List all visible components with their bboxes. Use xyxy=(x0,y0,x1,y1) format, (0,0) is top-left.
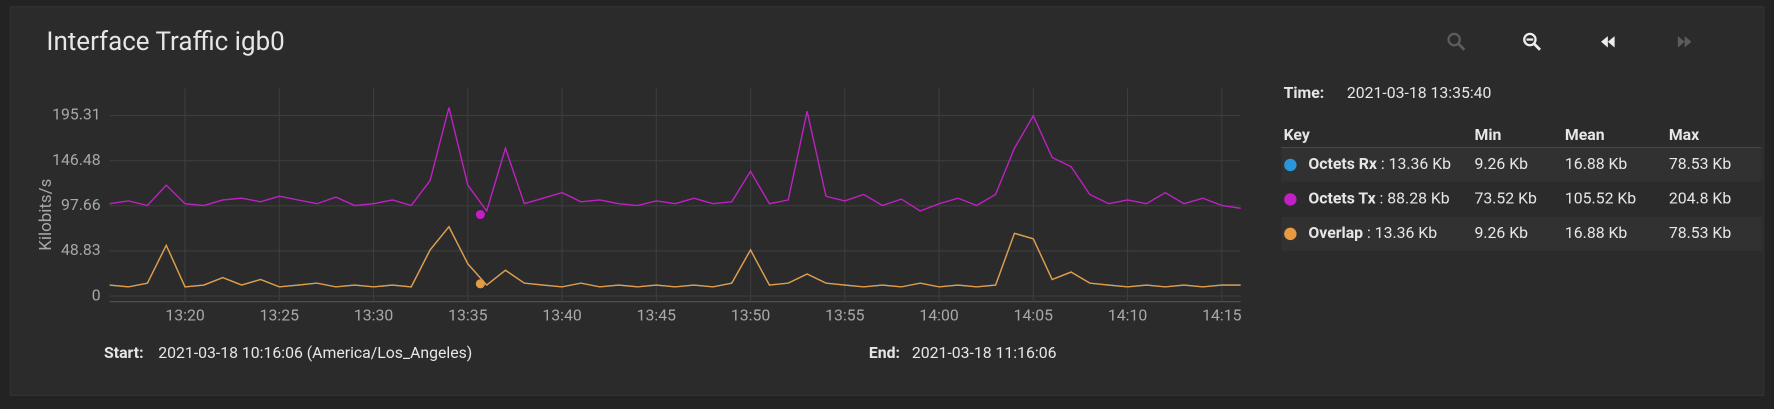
legend-value: : 88.28 Kb xyxy=(1376,189,1450,208)
x-tick-label: 13:30 xyxy=(354,306,393,325)
y-tick-label: 0 xyxy=(92,285,101,304)
x-tick-label: 14:05 xyxy=(1014,306,1053,325)
x-tick-label: 13:25 xyxy=(260,306,299,325)
legend-mean: 16.88 Kb xyxy=(1565,154,1628,173)
x-tick-label: 13:35 xyxy=(448,306,487,325)
y-tick-label: 48.83 xyxy=(61,240,101,259)
x-tick-label: 13:50 xyxy=(731,306,770,325)
y-tick-label: 195.31 xyxy=(52,105,101,124)
cursor-dot xyxy=(475,209,485,220)
legend-row-bg xyxy=(1281,216,1762,251)
cursor-label: Time: xyxy=(1284,83,1325,102)
x-tick-label: 13:55 xyxy=(825,306,864,325)
start-label: Start: xyxy=(104,343,143,362)
x-tick-label: 13:20 xyxy=(165,306,204,325)
legend-name: Octets Tx xyxy=(1308,189,1375,208)
y-tick-label: 97.66 xyxy=(61,195,101,214)
legend-min: 9.26 Kb xyxy=(1475,223,1529,242)
legend-header: Key xyxy=(1284,125,1310,144)
legend-min: 73.52 Kb xyxy=(1475,189,1538,208)
zoom-out[interactable] xyxy=(1523,32,1542,51)
legend-name: Overlap xyxy=(1308,223,1363,242)
legend-max: 78.53 Kb xyxy=(1669,154,1732,173)
legend-mean: 105.52 Kb xyxy=(1565,189,1636,208)
x-tick-label: 14:15 xyxy=(1202,306,1241,325)
legend-mean: 16.88 Kb xyxy=(1565,223,1628,242)
series-line xyxy=(109,107,1241,213)
legend-min: 9.26 Kb xyxy=(1475,154,1529,173)
legend-row-bg xyxy=(1281,148,1762,182)
legend-value: : 13.36 Kb xyxy=(1377,154,1451,173)
legend-swatch xyxy=(1284,158,1297,172)
legend-swatch xyxy=(1284,227,1297,241)
end-label: End: xyxy=(869,343,900,362)
x-tick-label: 13:45 xyxy=(637,306,676,325)
legend-header: Max xyxy=(1669,125,1699,144)
cursor-time: 2021-03-18 13:35:40 xyxy=(1347,83,1492,102)
zoom-in[interactable] xyxy=(1447,32,1466,51)
x-tick-label: 14:00 xyxy=(919,306,958,325)
step-back[interactable] xyxy=(1601,36,1615,48)
legend-max: 204.8 Kb xyxy=(1669,189,1732,208)
legend-entry: Overlap : 13.36 Kb xyxy=(1308,223,1437,242)
legend-header: Mean xyxy=(1565,125,1605,144)
legend-name: Octets Rx xyxy=(1308,154,1377,173)
legend-max: 78.53 Kb xyxy=(1669,223,1732,242)
legend-swatch xyxy=(1284,193,1297,206)
series-line xyxy=(109,225,1241,288)
legend-header: Min xyxy=(1475,125,1502,144)
y-tick-label: 146.48 xyxy=(52,150,101,169)
end-time: 2021-03-18 11:16:06 xyxy=(912,343,1057,362)
y-axis-label: Kilobits/s xyxy=(36,179,56,251)
x-tick-label: 13:40 xyxy=(542,306,581,325)
legend-entry: Octets Tx : 88.28 Kb xyxy=(1308,189,1449,208)
card-title: Interface Traffic igb0 xyxy=(46,27,284,57)
start-time: 2021-03-18 10:16:06 (America/Los_Angeles… xyxy=(158,343,472,362)
legend-entry: Octets Rx : 13.36 Kb xyxy=(1308,154,1451,173)
legend-value: : 13.36 Kb xyxy=(1363,223,1437,242)
cursor-dot xyxy=(475,279,485,289)
x-tick-label: 14:10 xyxy=(1108,306,1147,325)
